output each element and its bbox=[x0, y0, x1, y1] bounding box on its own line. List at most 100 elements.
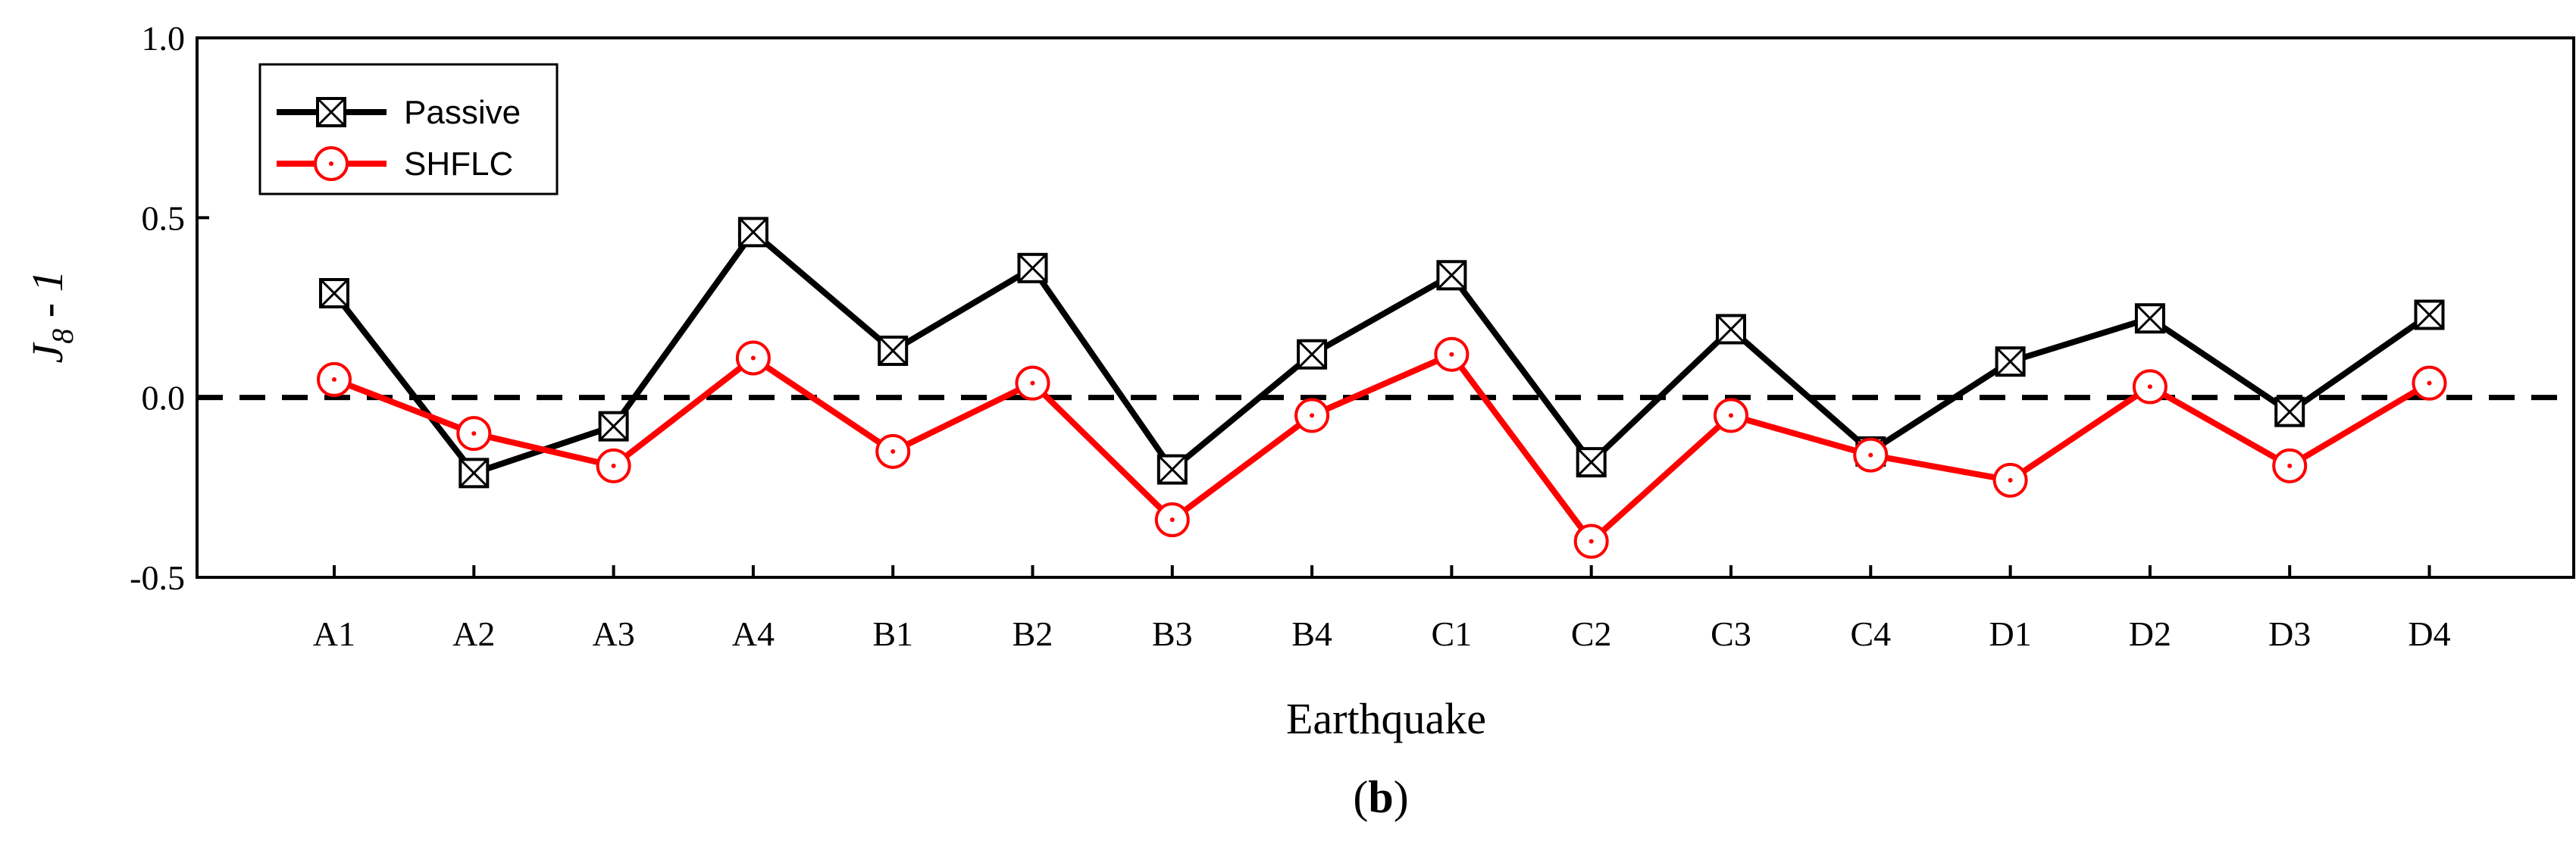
data-point-passive bbox=[1716, 314, 1746, 345]
data-point-passive bbox=[319, 278, 349, 309]
marker-cross-line bbox=[599, 411, 628, 441]
data-point-passive bbox=[737, 217, 768, 248]
marker-cross-line bbox=[1716, 314, 1746, 344]
marker-cross-line bbox=[1018, 253, 1047, 283]
marker-center-dot bbox=[890, 449, 896, 454]
data-point-passive bbox=[1297, 339, 1328, 370]
y-axis-title-rest: - 1 bbox=[23, 270, 72, 328]
x-tick-label: D3 bbox=[2268, 614, 2311, 653]
marker-center-dot bbox=[1310, 413, 1315, 418]
data-point-shflc bbox=[1154, 502, 1190, 538]
y-tick-label: 0.5 bbox=[142, 199, 186, 237]
marker-cross-line bbox=[1576, 448, 1606, 477]
y-axis-title-sub: 8 bbox=[45, 329, 80, 344]
marker-cross-line bbox=[319, 278, 349, 308]
x-tick-label: C4 bbox=[1850, 614, 1891, 653]
marker-center-dot bbox=[2287, 463, 2293, 468]
legend-marker-passive bbox=[316, 97, 346, 127]
data-point-shflc bbox=[1853, 437, 1889, 473]
data-point-passive bbox=[2134, 303, 2165, 334]
data-point-shflc bbox=[2412, 365, 2447, 401]
data-point-shflc bbox=[735, 340, 771, 376]
svg-text:J8 - 1: J8 - 1 bbox=[23, 270, 80, 363]
marker-center-dot bbox=[1729, 413, 1733, 418]
marker-center-dot bbox=[471, 431, 477, 436]
y-tick-label: 1.0 bbox=[142, 19, 186, 58]
x-tick-label: B3 bbox=[1152, 614, 1193, 653]
data-point-shflc bbox=[1992, 462, 2028, 498]
data-point-shflc bbox=[1294, 398, 1330, 433]
marker-cross-line bbox=[1157, 455, 1187, 484]
x-tick-label: D4 bbox=[2408, 614, 2450, 653]
x-tick-label: D2 bbox=[2129, 614, 2171, 653]
marker-cross-line bbox=[878, 336, 908, 366]
data-point-shflc bbox=[596, 448, 631, 483]
x-tick-label: B4 bbox=[1291, 614, 1332, 653]
marker-cross-line bbox=[2275, 397, 2305, 427]
data-point-shflc bbox=[456, 416, 492, 452]
panel-label-close: ) bbox=[1394, 772, 1409, 822]
legend-label-shflc: SHFLC bbox=[404, 145, 513, 183]
series-line-shflc bbox=[333, 350, 2431, 546]
axes: -0.5 0.0 0.5 1.0 A1 A2 A3 A4 B1 B2 B3 B4 C1 C2 C3 C4 D1 D… bbox=[130, 19, 2450, 653]
marker-center-dot bbox=[1030, 380, 1035, 386]
marker-center-dot bbox=[1449, 352, 1454, 357]
marker-cross-line bbox=[2415, 300, 2444, 330]
series-line-passive bbox=[331, 227, 2431, 477]
x-tick-label: C2 bbox=[1571, 614, 1612, 653]
y-tick-label: 0.0 bbox=[142, 379, 186, 417]
legend-box bbox=[258, 63, 559, 195]
x-tick-label: A1 bbox=[313, 614, 355, 653]
x-tick-label: C3 bbox=[1711, 614, 1751, 653]
marker-center-dot bbox=[2427, 380, 2432, 386]
data-point-shflc bbox=[2132, 369, 2168, 405]
panel-label-open: ( bbox=[1353, 772, 1368, 822]
data-point-shflc bbox=[1015, 365, 1050, 401]
marker-cross-line bbox=[1995, 347, 2025, 377]
marker-cross-line bbox=[1297, 339, 1327, 369]
marker-center-dot bbox=[2008, 477, 2013, 483]
y-tick-label: -0.5 bbox=[130, 558, 185, 597]
data-point-shflc bbox=[1714, 398, 1748, 433]
plot-frame bbox=[196, 36, 2575, 579]
marker-center-dot bbox=[750, 355, 756, 361]
data-point-passive bbox=[1157, 454, 1188, 485]
marker-center-dot bbox=[329, 161, 333, 166]
marker-center-dot bbox=[1868, 452, 1873, 458]
marker-cross-line bbox=[2135, 304, 2164, 333]
legend-marker-shflc bbox=[314, 146, 349, 181]
data-point-shflc bbox=[2272, 448, 2308, 483]
data-point-passive bbox=[1576, 447, 1607, 478]
marker-center-dot bbox=[611, 463, 616, 468]
x-tick-label: A2 bbox=[452, 614, 495, 653]
y-axis-title: J8 - 1 bbox=[23, 270, 80, 363]
panel-label: (b) bbox=[1353, 772, 1408, 822]
marker-center-dot bbox=[2147, 384, 2152, 389]
data-point-passive bbox=[1436, 260, 1467, 291]
data-point-shflc bbox=[1573, 524, 1609, 559]
data-point-shflc bbox=[1434, 336, 1470, 372]
data-point-passive bbox=[598, 411, 629, 442]
data-point-passive bbox=[2274, 396, 2305, 427]
marker-cross-line bbox=[316, 97, 346, 127]
x-axis-title: Earthquake bbox=[1286, 694, 1486, 743]
x-tick-label: D1 bbox=[1989, 614, 2031, 653]
marker-center-dot bbox=[1588, 539, 1594, 544]
marker-cross-line bbox=[738, 217, 768, 247]
marker-center-dot bbox=[1169, 517, 1175, 523]
data-point-shflc bbox=[875, 433, 911, 469]
data-point-passive bbox=[459, 458, 490, 489]
x-tick-label: B1 bbox=[872, 614, 913, 653]
marker-cross-line bbox=[1437, 261, 1466, 290]
data-point-passive bbox=[1017, 252, 1048, 283]
x-tick-label: A3 bbox=[592, 614, 634, 653]
marker-cross-line bbox=[459, 458, 489, 488]
x-tick-label: B2 bbox=[1013, 614, 1053, 653]
marker-center-dot bbox=[332, 377, 336, 382]
data-point-passive bbox=[878, 335, 909, 366]
series-layer bbox=[317, 217, 2447, 559]
panel-label-letter: b bbox=[1368, 772, 1393, 822]
x-tick-label: C1 bbox=[1432, 614, 1473, 653]
data-point-passive bbox=[2414, 299, 2445, 330]
